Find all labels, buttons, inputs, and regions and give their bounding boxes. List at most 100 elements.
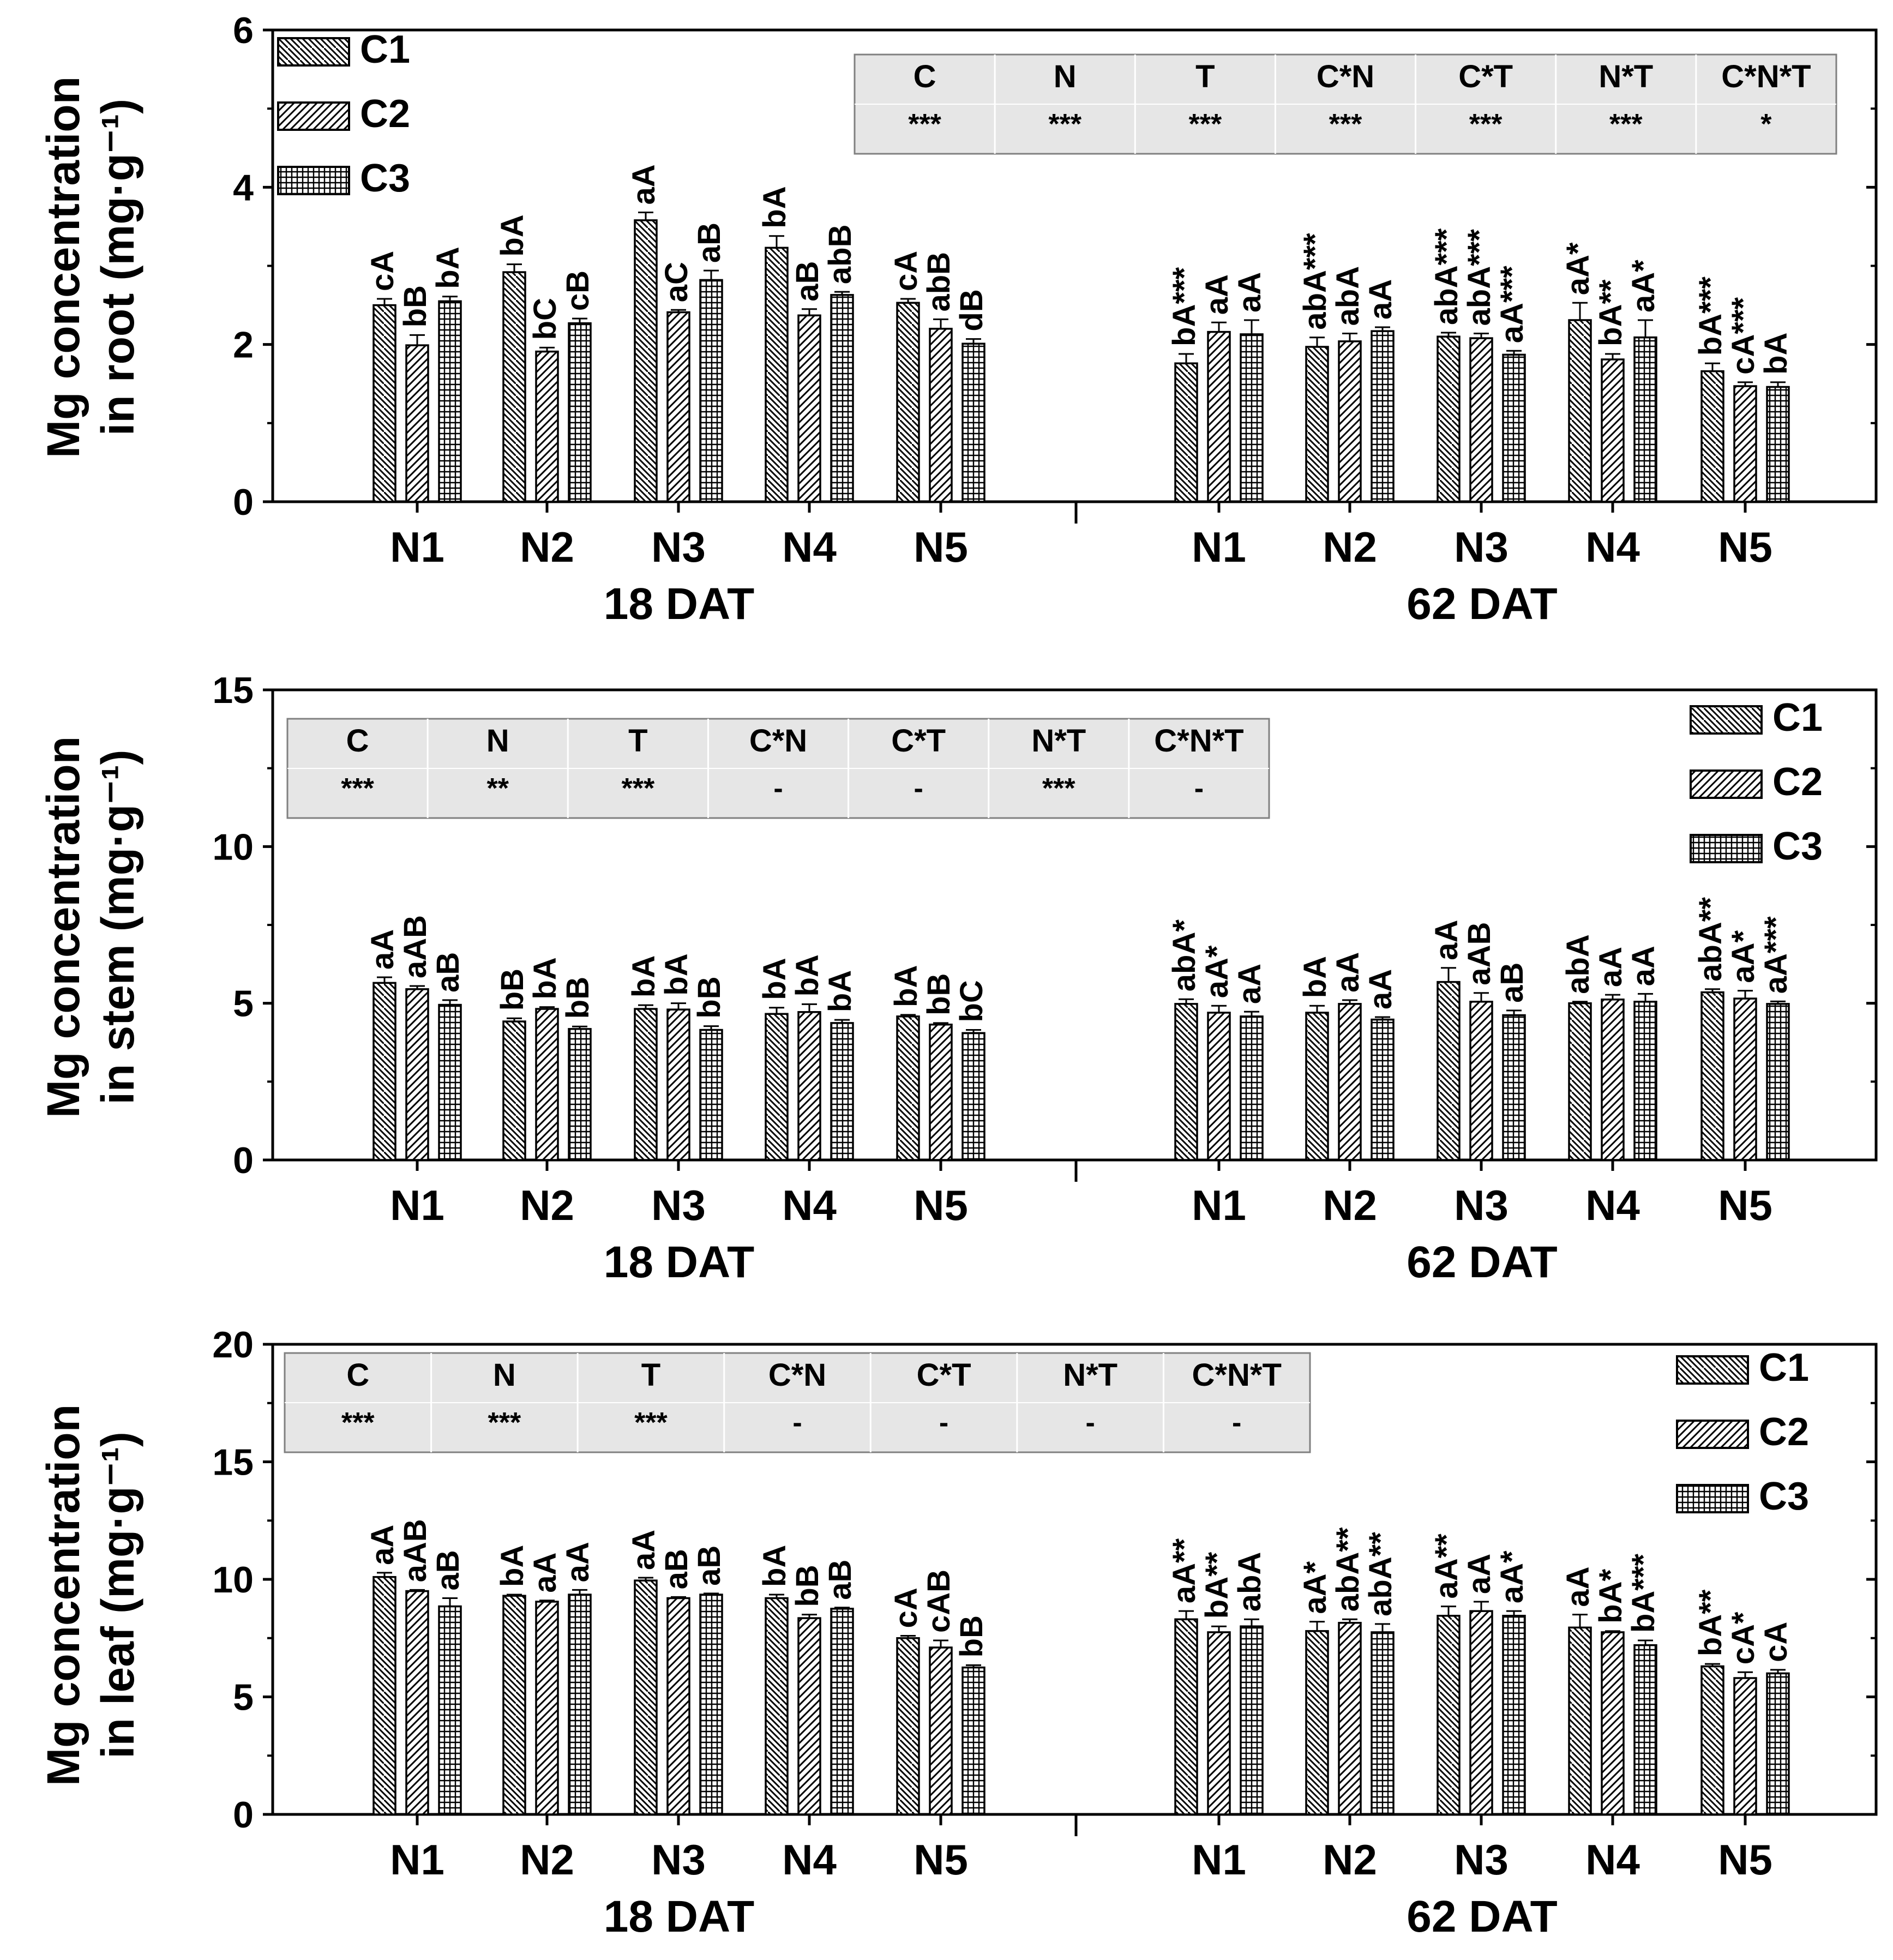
data-annotation: bB xyxy=(495,969,530,1011)
anova-table-header: C*N*T xyxy=(1721,59,1811,94)
data-annotation: aA xyxy=(1232,272,1267,312)
x-category-label: N4 xyxy=(1585,523,1640,571)
data-annotation: cA xyxy=(365,251,400,291)
bar-c1 xyxy=(502,271,526,503)
bar-c2 xyxy=(929,1646,953,1815)
y-axis-title-line1: Mg concentration xyxy=(38,1404,89,1786)
y-tick-label: 10 xyxy=(212,826,254,868)
y-axis-title-line2: in leaf (mg·g⁻¹) xyxy=(92,1432,143,1759)
y-axis-title: Mg concentrationin root (mg·g⁻¹) xyxy=(38,76,143,458)
legend-label-c2: C2 xyxy=(360,92,410,136)
data-annotation: abB xyxy=(822,224,858,284)
data-annotation: dB xyxy=(954,289,989,331)
data-annotation: aA xyxy=(1593,947,1628,987)
anova-table-value: - xyxy=(792,1407,802,1439)
data-annotation: bA** xyxy=(1199,1552,1235,1619)
x-category-label: N2 xyxy=(1323,1836,1377,1884)
bar-c2 xyxy=(1601,999,1625,1161)
bar-c1 xyxy=(502,1595,526,1815)
x-category-label: N1 xyxy=(390,523,444,571)
data-annotation: aA xyxy=(365,929,400,970)
data-annotation: abA xyxy=(1560,934,1596,994)
bar-c3 xyxy=(961,1032,985,1161)
x-category-label: N3 xyxy=(651,1181,706,1229)
bar-c2 xyxy=(1733,997,1757,1161)
bar-c1 xyxy=(1174,1003,1198,1161)
anova-table-value: - xyxy=(1232,1407,1241,1439)
data-annotation: abA xyxy=(1232,1552,1267,1612)
x-category-label: N2 xyxy=(520,1836,574,1884)
anova-table-header: C xyxy=(346,1357,369,1393)
bar-c2 xyxy=(535,1601,559,1815)
bar-c2 xyxy=(666,1597,690,1815)
anova-table-value: *** xyxy=(1042,773,1075,804)
bar-c1 xyxy=(1305,346,1329,503)
data-annotation: bA xyxy=(1758,333,1794,375)
data-annotation: aA** xyxy=(1167,1538,1202,1603)
data-annotation: bB xyxy=(954,1615,989,1657)
bar-c3 xyxy=(1371,330,1395,503)
bar-c2 xyxy=(1338,1003,1362,1161)
bar-c3 xyxy=(1240,1015,1264,1161)
bar-c3 xyxy=(1766,1003,1790,1161)
legend-swatch-c3 xyxy=(1676,1484,1749,1513)
data-annotation: aB xyxy=(1494,963,1530,1003)
y-tick-label: 10 xyxy=(212,1559,254,1601)
bar-c1 xyxy=(634,1008,658,1161)
x-category-label: N2 xyxy=(1323,523,1377,571)
data-annotation: aA* xyxy=(1494,1550,1530,1603)
bar-c1 xyxy=(1174,362,1198,503)
data-annotation: aA** xyxy=(1429,1534,1464,1599)
anova-table-header: C*T xyxy=(917,1357,971,1393)
anova-table-header: T xyxy=(1195,59,1215,94)
data-annotation: bA** xyxy=(1593,279,1628,346)
x-category-label: N4 xyxy=(782,1836,837,1884)
x-category-label: N5 xyxy=(914,1836,968,1884)
bar-c1 xyxy=(1305,1630,1329,1815)
data-annotation: cAB xyxy=(921,1570,957,1633)
x-category-label: N1 xyxy=(1192,1181,1246,1229)
bar-c3 xyxy=(1502,1014,1526,1161)
data-annotation: aA* xyxy=(1297,1561,1333,1614)
panel-leaf: 0 5 10 15 20 Mg concentrationin leaf (mg·g⁻¹)… xyxy=(38,1324,1878,1941)
legend-swatch-c1 xyxy=(1690,705,1763,735)
anova-table-header: N xyxy=(493,1357,516,1393)
data-annotation: bA xyxy=(495,214,530,256)
bar-c2 xyxy=(929,328,953,503)
bar-c1 xyxy=(1305,1012,1329,1161)
anova-table-value: *** xyxy=(634,1407,668,1439)
anova-table-header: T xyxy=(628,723,647,759)
data-annotation: abA* xyxy=(1167,919,1202,992)
anova-table-header: N*T xyxy=(1031,723,1086,759)
anova-table-header: C*N xyxy=(749,723,807,759)
data-annotation: bC xyxy=(527,298,563,340)
y-tick-label: 0 xyxy=(233,1794,254,1836)
data-annotation: aA* xyxy=(1726,930,1761,983)
data-annotation: aA xyxy=(626,1530,662,1570)
y-tick-label: 2 xyxy=(233,324,254,366)
anova-table-value: - xyxy=(914,773,923,804)
y-tick-label: 20 xyxy=(212,1324,254,1366)
anova-table-header: C*T xyxy=(1458,59,1513,94)
x-group-label: 18 DAT xyxy=(604,579,754,629)
x-category-label: N4 xyxy=(782,1181,837,1229)
bar-c1 xyxy=(1568,1626,1592,1815)
x-group-label: 62 DAT xyxy=(1407,1237,1557,1287)
y-tick-label: 6 xyxy=(233,10,254,51)
anova-table-header: N xyxy=(1054,59,1077,94)
bar-c2 xyxy=(1469,1001,1493,1161)
data-annotation: aA* xyxy=(1626,260,1661,312)
legend-swatch-c3 xyxy=(1690,834,1763,863)
bar-c3 xyxy=(1371,1018,1395,1161)
bar-c3 xyxy=(1766,1672,1790,1815)
bar-c1 xyxy=(896,1015,920,1161)
anova-table-value: *** xyxy=(908,109,941,140)
bar-c3 xyxy=(961,1666,985,1815)
anova-table-value: *** xyxy=(341,773,374,804)
legend-label-c1: C1 xyxy=(1772,696,1823,739)
legend-label-c3: C3 xyxy=(1772,825,1823,868)
anova-table-value: *** xyxy=(1329,109,1362,140)
bar-c2 xyxy=(1207,330,1231,503)
data-annotation: abB xyxy=(921,252,957,312)
